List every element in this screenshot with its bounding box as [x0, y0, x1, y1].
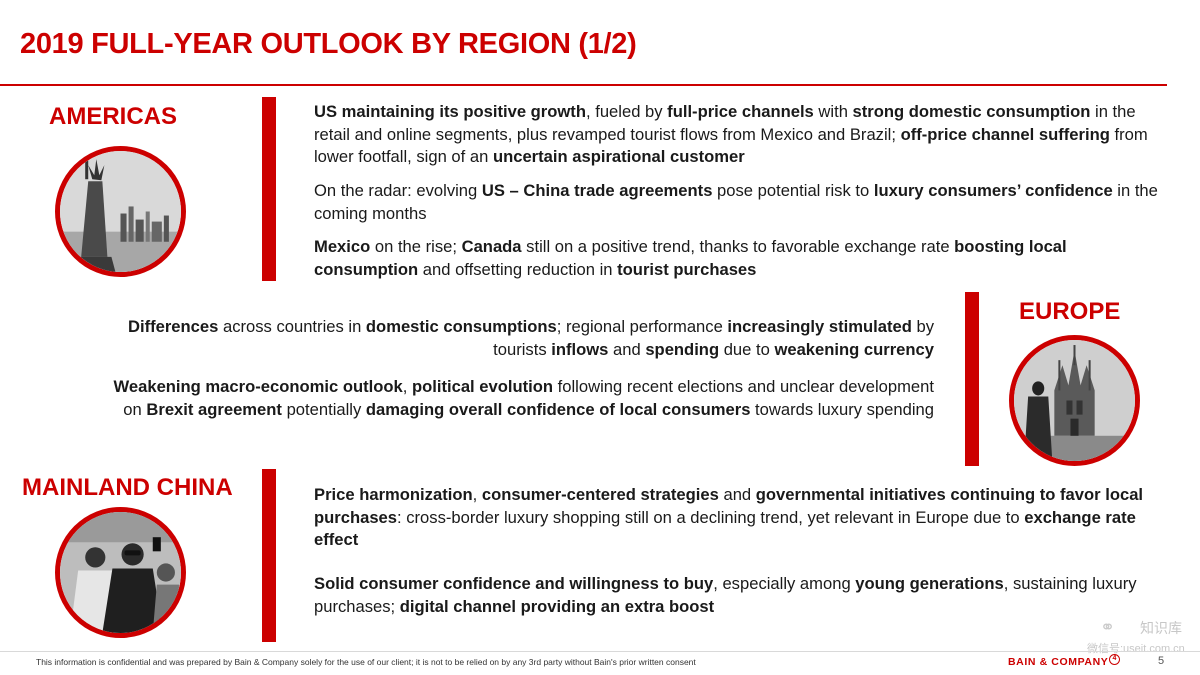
brand-logo-icon: 4	[1109, 654, 1120, 665]
wechat-icon: ⚭	[1100, 617, 1116, 637]
mainland-china-photo	[55, 507, 186, 638]
page-number: 5	[1158, 655, 1165, 667]
footer-disclaimer: This information is confidential and was…	[36, 657, 696, 667]
europe-paragraph-2: Weakening macro-economic outlook, politi…	[113, 377, 934, 419]
mainland-china-divider-bar	[262, 469, 276, 642]
europe-divider-bar	[965, 292, 979, 466]
footer-divider	[0, 651, 1200, 652]
region-label-americas: AMERICAS	[49, 103, 178, 130]
watermark-title: 知识库	[1140, 620, 1182, 636]
slide-title: 2019 FULL-YEAR OUTLOOK BY REGION (1/2)	[20, 28, 637, 60]
americas-photo	[55, 146, 186, 277]
europe-photo	[1009, 335, 1140, 466]
americas-paragraph-2: On the radar: evolving US – China trade …	[314, 181, 1158, 223]
mainland-china-paragraph-2: Solid consumer confidence and willingnes…	[314, 574, 1137, 616]
europe-paragraph-1: Differences across countries in domestic…	[127, 317, 934, 359]
americas-paragraph-1: US maintaining its positive growth, fuel…	[314, 102, 1148, 166]
mainland-china-paragraph-1: Price harmonization, consumer-centered s…	[314, 485, 1144, 549]
americas-divider-bar	[262, 97, 276, 281]
watermark-account: 微信号:useit.com.cn	[1087, 643, 1185, 655]
title-divider	[0, 84, 1167, 86]
region-label-europe: EUROPE	[1019, 298, 1121, 325]
americas-paragraph-3: Mexico on the rise; Canada still on a po…	[314, 237, 1067, 279]
region-label-mainland-china: MAINLAND CHINA	[22, 474, 233, 501]
brand-name: BAIN & COMPANY	[1008, 656, 1109, 668]
